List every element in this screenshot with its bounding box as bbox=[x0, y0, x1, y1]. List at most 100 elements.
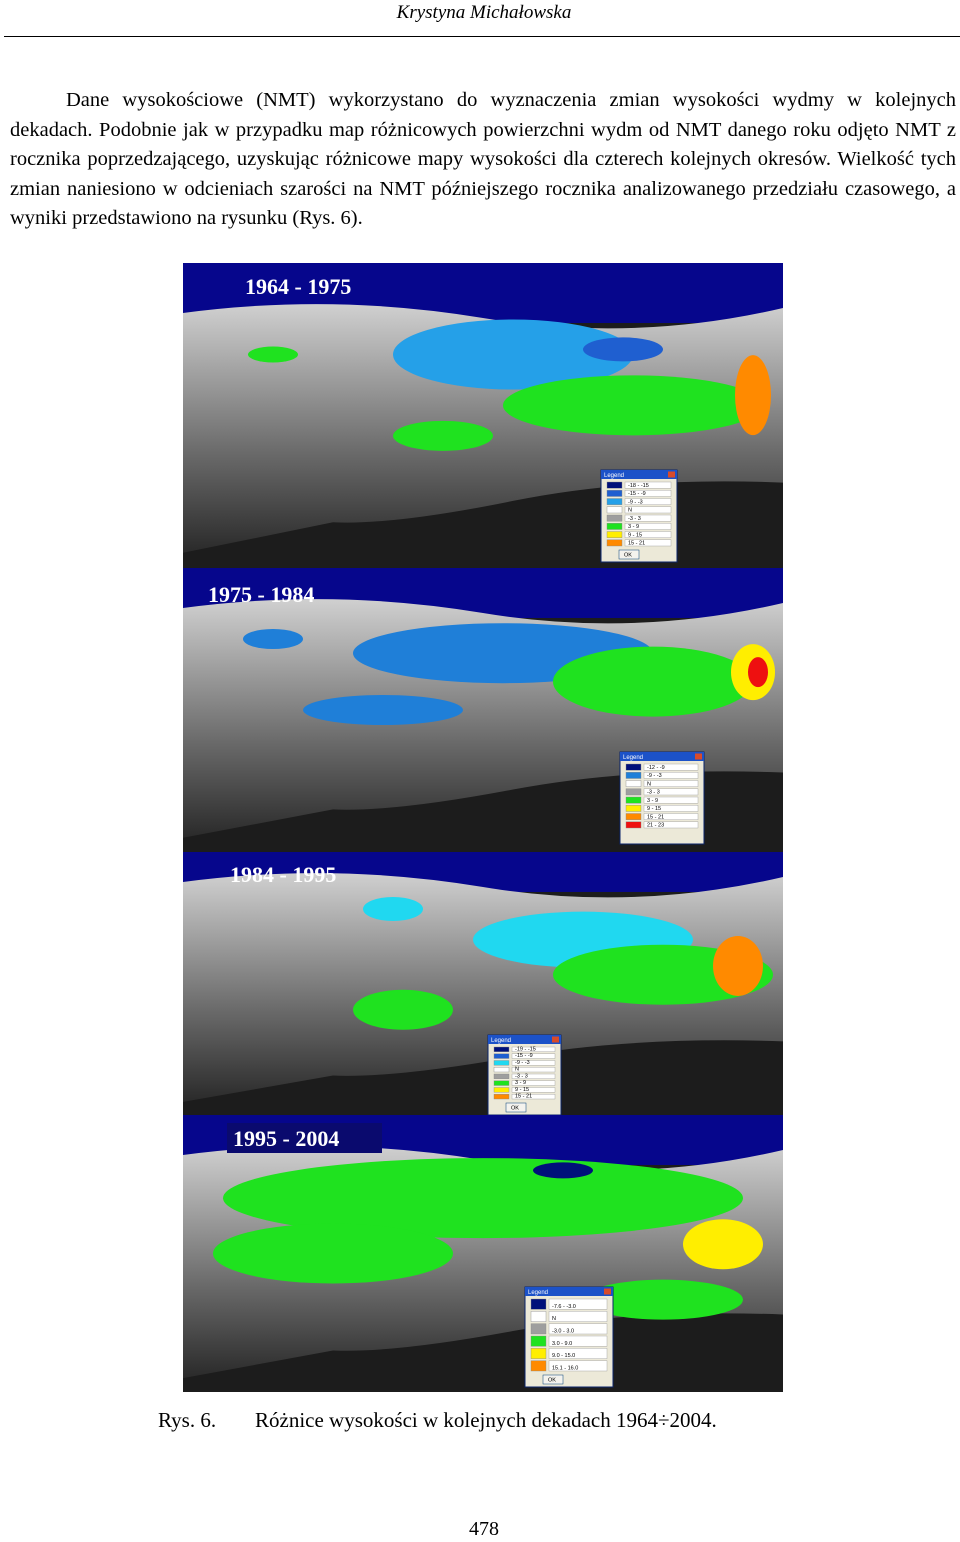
legend-label: 9 - 15 bbox=[628, 532, 642, 538]
legend-label-box bbox=[511, 1087, 556, 1093]
legend-swatch bbox=[625, 813, 642, 820]
legend-swatch bbox=[606, 523, 623, 530]
legend-titlebar bbox=[488, 1035, 561, 1044]
panel-title: 1975 - 1984 bbox=[208, 582, 314, 607]
legend-label: 3.0 - 9.0 bbox=[552, 1341, 572, 1347]
change-area bbox=[303, 695, 463, 725]
legend-label-box bbox=[624, 498, 672, 505]
legend-label: -3 - 3 bbox=[515, 1073, 528, 1079]
ok-label: OK bbox=[548, 1378, 556, 1384]
ok-button bbox=[505, 1102, 527, 1113]
legend-label-box bbox=[624, 523, 672, 530]
change-area bbox=[553, 646, 753, 717]
header-rule bbox=[4, 36, 960, 37]
legend-label-box bbox=[624, 506, 672, 514]
caption-label: Rys. 6. bbox=[158, 1408, 217, 1432]
legend-label-box bbox=[511, 1067, 556, 1073]
legend-label: 9.0 - 15.0 bbox=[552, 1353, 575, 1359]
legend-label-box bbox=[511, 1053, 556, 1059]
ok-button bbox=[618, 549, 640, 560]
caption-text: Różnice wysokości w kolejnych dekadach 1… bbox=[255, 1408, 717, 1432]
legend-label-box bbox=[624, 514, 672, 522]
change-area bbox=[248, 346, 298, 363]
legend-swatch bbox=[606, 531, 623, 538]
map-panel: 1964 - 1975 Legend -18 - -15 -15 - -9 -9 - -… bbox=[183, 263, 783, 568]
legend-titlebar bbox=[525, 1287, 613, 1296]
title-box bbox=[227, 1123, 382, 1153]
legend-label-box bbox=[643, 796, 699, 804]
legend-swatch bbox=[606, 498, 623, 505]
legend-label: -9 - -3 bbox=[515, 1060, 530, 1066]
legend-label-box bbox=[511, 1080, 556, 1086]
legend-swatch bbox=[493, 1053, 510, 1059]
legend-label-box bbox=[624, 539, 672, 547]
legend-label-box bbox=[511, 1046, 556, 1052]
legend-label: -9 - -3 bbox=[628, 499, 643, 505]
legend-label: 3 - 9 bbox=[515, 1080, 526, 1086]
panel-title: 1964 - 1975 bbox=[245, 274, 351, 299]
legend-label-box bbox=[548, 1348, 608, 1359]
legend-swatch bbox=[625, 772, 642, 779]
legend-label: N bbox=[515, 1067, 519, 1073]
legend-swatch bbox=[606, 481, 623, 489]
change-area bbox=[213, 1223, 453, 1284]
legend-window: Legend -12 - -9 -9 - -3 N -3 - 3 3 - 9 9 - 15 1… bbox=[619, 751, 705, 845]
legend-swatch bbox=[625, 763, 642, 771]
legend-label: 3 - 9 bbox=[628, 524, 639, 530]
legend-swatch bbox=[625, 780, 642, 787]
change-area bbox=[353, 989, 453, 1030]
legend-label: 21 - 23 bbox=[647, 823, 664, 829]
legend-label: -12 - -9 bbox=[647, 765, 665, 771]
legend-label-box bbox=[643, 805, 699, 812]
page-number: 478 bbox=[469, 1518, 499, 1540]
legend-label-box bbox=[624, 481, 672, 489]
panel-title: 1984 - 1995 bbox=[230, 862, 336, 887]
legend-label: 9 - 15 bbox=[647, 806, 661, 812]
legend-window: Legend -7.6 - -3.0 N -3.0 - 3.0 3.0 - 9.0 9.0… bbox=[524, 1286, 614, 1388]
legend-label-box bbox=[643, 821, 699, 829]
change-area bbox=[503, 375, 763, 436]
legend-swatch bbox=[625, 796, 642, 804]
legend-swatch bbox=[530, 1360, 547, 1372]
ok-button bbox=[542, 1374, 564, 1385]
change-area bbox=[533, 1162, 593, 1179]
body-paragraph: Dane wysokościowe (NMT) wykorzystano do … bbox=[10, 89, 956, 229]
legend-label: -9 - -3 bbox=[647, 773, 662, 779]
ok-label: OK bbox=[624, 553, 632, 559]
legend-label-box bbox=[643, 763, 699, 771]
running-header: Krystyna Michałowska bbox=[396, 2, 572, 23]
legend-label: 3 - 9 bbox=[647, 798, 658, 804]
legend-label: -7.6 - -3.0 bbox=[552, 1304, 576, 1310]
legend-label-box bbox=[624, 490, 672, 497]
legend-swatch bbox=[493, 1067, 510, 1073]
legend-label-box bbox=[548, 1311, 608, 1322]
legend-swatch bbox=[530, 1335, 547, 1347]
map-panel: 1975 - 1984 Legend -12 - -9 -9 - -3 N -3 - 3 3… bbox=[183, 568, 783, 852]
change-area bbox=[735, 355, 771, 436]
change-area bbox=[363, 896, 423, 921]
legend-label: 15 - 21 bbox=[628, 541, 645, 547]
legend-swatch bbox=[493, 1073, 510, 1079]
legend-label: -19 - -15 bbox=[515, 1046, 536, 1052]
close-button bbox=[668, 471, 675, 478]
legend-swatch bbox=[606, 539, 623, 547]
change-area bbox=[583, 1279, 743, 1320]
change-area bbox=[223, 1158, 743, 1239]
change-area bbox=[393, 319, 633, 390]
legend-window: Legend -19 - -15-15 - -9-9 - -3N-3 - 33 -… bbox=[487, 1034, 562, 1115]
change-area bbox=[393, 420, 493, 451]
legend-swatch bbox=[530, 1298, 547, 1310]
legend-label: -3.0 - 3.0 bbox=[552, 1329, 574, 1335]
legend-label: N bbox=[628, 508, 632, 514]
legend-label-box bbox=[548, 1323, 608, 1335]
legend-swatch bbox=[530, 1348, 547, 1359]
legend-label: -3 - 3 bbox=[628, 516, 641, 522]
legend-titlebar bbox=[601, 470, 677, 479]
legend-label-box bbox=[548, 1360, 608, 1372]
change-area bbox=[713, 935, 763, 996]
legend-swatch bbox=[530, 1311, 547, 1322]
legend-swatch bbox=[493, 1060, 510, 1066]
legend-label-box bbox=[643, 780, 699, 787]
close-button bbox=[604, 1288, 611, 1295]
legend-label-box bbox=[624, 531, 672, 538]
